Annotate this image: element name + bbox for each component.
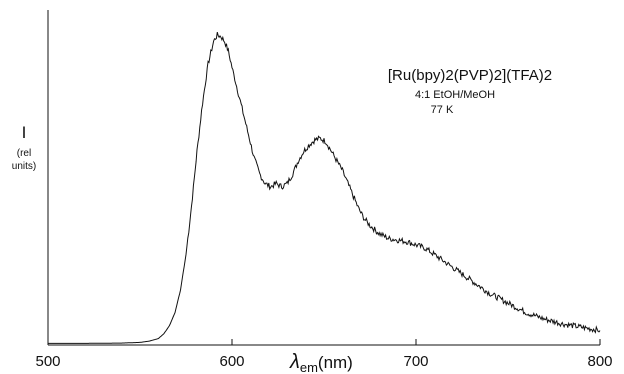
x-tick-label: 700 <box>403 353 428 370</box>
x-axis-label: λem(nm) <box>289 351 353 374</box>
y-axis-symbol: I <box>22 123 27 142</box>
x-axis-unit: (nm) <box>318 353 353 372</box>
x-tick-label: 800 <box>587 353 612 370</box>
y-axis-unit-line2: units) <box>12 161 36 172</box>
annotation-compound: [Ru(bpy)2(PVP)2](TFA)2 <box>388 67 552 84</box>
x-axis-symbol: λ <box>289 351 300 373</box>
y-axis-unit-line1: (rel <box>17 148 31 159</box>
x-tick-label: 600 <box>219 353 244 370</box>
spectrum-line <box>48 31 601 344</box>
x-ticks: 500 600 700 800 <box>35 339 613 370</box>
annotation-solvent: 4:1 EtOH/MeOH <box>415 89 495 101</box>
x-axis-subscript: em <box>300 360 318 374</box>
x-tick-label: 500 <box>35 353 60 370</box>
annotation-temperature: 77 K <box>431 104 454 116</box>
